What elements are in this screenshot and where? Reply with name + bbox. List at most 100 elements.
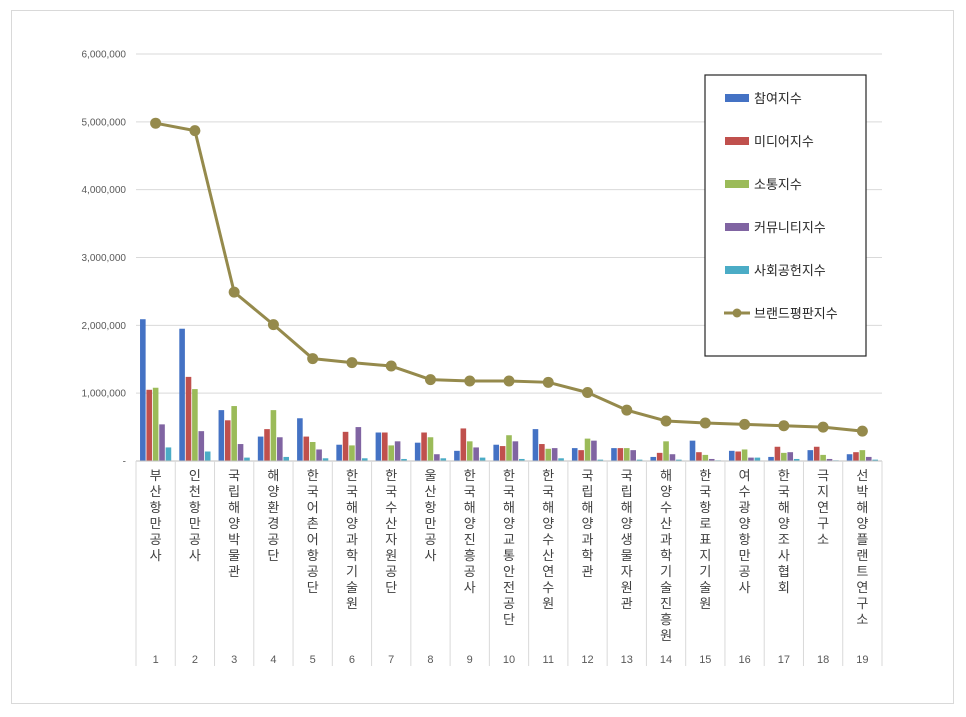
legend-swatch xyxy=(725,223,749,231)
bar-소통지수 xyxy=(781,452,787,461)
bar-사회공헌지수 xyxy=(165,447,172,461)
bar-소통지수 xyxy=(741,449,748,461)
bar-참여지수 xyxy=(571,448,578,461)
bar-참여지수 xyxy=(768,456,774,461)
rank-label: 10 xyxy=(503,654,515,666)
line-point xyxy=(307,353,319,365)
bar-사회공헌지수 xyxy=(872,459,878,461)
bar-소통지수 xyxy=(192,389,198,461)
bar-커뮤니티지수 xyxy=(512,441,519,461)
bar-참여지수 xyxy=(611,448,617,461)
bar-커뮤니티지수 xyxy=(708,458,715,461)
legend-swatch xyxy=(725,94,749,102)
rank-label: 9 xyxy=(467,654,473,666)
bar-사회공헌지수 xyxy=(558,458,564,461)
bar-참여지수 xyxy=(807,450,814,461)
rank-label: 11 xyxy=(543,654,554,666)
bar-미디어지수 xyxy=(382,432,388,461)
bar-사회공헌지수 xyxy=(244,457,250,461)
legend-label: 미디어지수 xyxy=(754,135,814,150)
bar-커뮤니티지수 xyxy=(630,450,636,461)
bar-커뮤니티지수 xyxy=(591,440,597,461)
bar-참여지수 xyxy=(532,429,539,461)
bar-미디어지수 xyxy=(578,450,584,461)
rank-label: 2 xyxy=(192,654,198,666)
line-point xyxy=(621,404,633,416)
line-point xyxy=(856,425,868,437)
bar-참여지수 xyxy=(846,454,853,461)
bar-소통지수 xyxy=(427,437,434,461)
bar-소통지수 xyxy=(545,448,552,461)
bar-소통지수 xyxy=(231,406,237,461)
bar-소통지수 xyxy=(349,445,355,461)
bar-미디어지수 xyxy=(421,432,427,461)
bar-사회공헌지수 xyxy=(793,458,800,461)
rank-label: 17 xyxy=(778,654,790,666)
bar-소통지수 xyxy=(584,438,591,461)
bar-참여지수 xyxy=(218,410,225,461)
line-point xyxy=(150,117,162,129)
line-point xyxy=(424,374,436,386)
bar-사회공헌지수 xyxy=(401,458,407,461)
gridlines xyxy=(136,53,882,394)
bar-미디어지수 xyxy=(342,431,349,461)
bar-소통지수 xyxy=(506,435,512,461)
bar-미디어지수 xyxy=(617,448,624,461)
line-point xyxy=(660,415,672,427)
bar-미디어지수 xyxy=(853,452,859,461)
bar-소통지수 xyxy=(702,454,709,461)
bar-사회공헌지수 xyxy=(322,458,329,461)
bar-커뮤니티지수 xyxy=(198,431,205,461)
bar-소통지수 xyxy=(466,441,473,461)
bar-사회공헌지수 xyxy=(440,458,447,461)
bar-미디어지수 xyxy=(146,389,153,461)
bar-사회공헌지수 xyxy=(636,459,643,461)
y-tick-label: 5,000,000 xyxy=(82,117,127,128)
line-point xyxy=(778,420,790,432)
bar-소통지수 xyxy=(270,410,277,461)
rank-label: 16 xyxy=(738,654,750,666)
line-point xyxy=(267,319,279,331)
bar-미디어지수 xyxy=(264,429,270,461)
bar-소통지수 xyxy=(152,387,159,461)
bar-커뮤니티지수 xyxy=(277,437,283,461)
bar-미디어지수 xyxy=(303,436,310,461)
bar-참여지수 xyxy=(689,440,696,461)
bar-참여지수 xyxy=(257,436,264,461)
bar-참여지수 xyxy=(728,450,735,461)
bar-미디어지수 xyxy=(499,446,506,461)
bar-사회공헌지수 xyxy=(283,456,290,461)
rank-label: 1 xyxy=(153,654,159,666)
bar-미디어지수 xyxy=(460,428,467,461)
bar-사회공헌지수 xyxy=(754,457,761,461)
bar-참여지수 xyxy=(414,442,421,461)
bar-커뮤니티지수 xyxy=(355,427,362,461)
y-tick-label: 3,000,000 xyxy=(82,253,127,264)
bar-미디어지수 xyxy=(813,446,820,461)
rank-label: 19 xyxy=(856,654,868,666)
bar-사회공헌지수 xyxy=(204,451,211,461)
bar-소통지수 xyxy=(623,448,630,461)
bar-참여지수 xyxy=(650,456,657,461)
legend-swatch xyxy=(725,137,749,145)
line-point xyxy=(542,376,554,388)
bar-커뮤니티지수 xyxy=(159,424,165,461)
bar-참여지수 xyxy=(297,418,303,461)
legend-label: 참여지수 xyxy=(754,92,802,107)
bar-사회공헌지수 xyxy=(597,459,604,461)
